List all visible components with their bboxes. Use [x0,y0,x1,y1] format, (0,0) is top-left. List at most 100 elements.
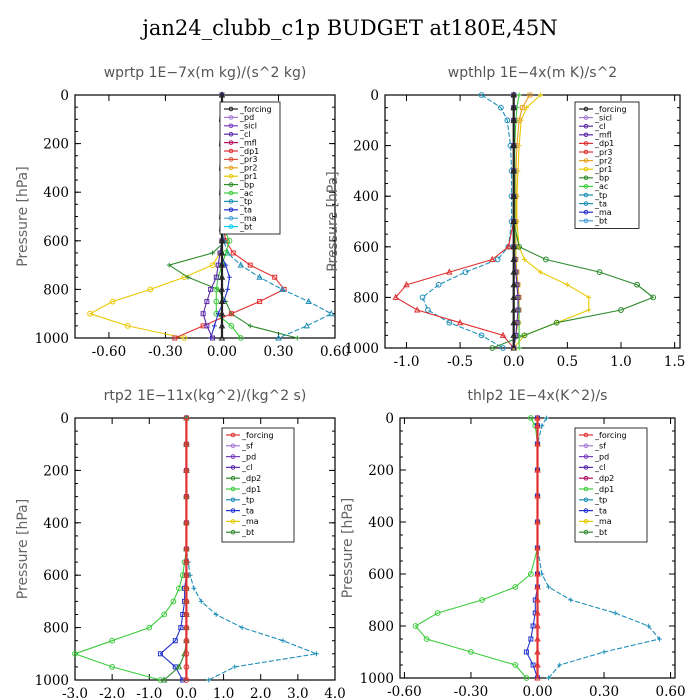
panel-title: rtp2 1E−11x(kg^2)/(kg^2 s) [104,388,307,404]
legend-label: _pr3 [239,155,257,164]
legend-label: _ma [239,214,257,223]
y-tick-label: 600 [43,568,69,584]
data-point [528,636,534,642]
legend-label: _pd [239,113,254,122]
data-point [534,622,541,629]
y-tick-label: 400 [353,189,379,205]
legend-label: _sicl [594,113,612,122]
data-point [564,282,570,288]
data-point [183,611,190,618]
data-point [435,281,442,288]
series-line [513,94,531,349]
data-point [218,249,226,256]
data-point [489,255,496,262]
legend-marker [583,454,589,459]
data-point [183,585,190,592]
data-point [534,544,541,551]
data-point [510,281,517,288]
data-point [191,585,197,591]
data-point [534,414,541,421]
data-point [218,322,226,329]
y-tick-label: 800 [353,290,379,306]
data-point [505,243,512,250]
legend-label: _tp [594,191,607,200]
x-tick-label: 0.00 [207,344,237,360]
data-point [314,651,319,657]
data-point [218,273,226,280]
data-point [534,661,541,668]
data-point [650,294,657,301]
data-point [305,297,312,305]
legend-marker [583,475,589,481]
data-point [124,322,131,329]
panel-title: wprtp 1E−7x(m kg)/(s^2 kg) [104,65,307,81]
data-point [557,662,563,668]
y-tick-label: 200 [353,139,379,155]
data-point [226,237,233,244]
legend-marker [230,508,236,513]
data-point [510,192,517,199]
data-point [534,466,541,473]
figure-title: jan24_clubb_c1p BUDGET at180E,45N [142,16,558,40]
series-forcing [510,91,517,351]
y-tick-label: 1000 [35,673,69,689]
data-point [183,650,190,657]
chart-panel-thlp2: thlp2 1E−4x(K^2)/s Pressure [hPa] 0 200 400 6… [340,388,686,700]
y-tick-label: 600 [368,567,394,583]
data-point [504,117,511,124]
series-forcing [534,414,541,681]
legend-label: _mfl [594,131,612,140]
x-tick-label: 0.30 [589,684,619,700]
data-point [568,597,574,603]
data-point [180,677,186,683]
legend-label: _forcing [241,431,274,440]
data-point [272,274,278,280]
legend-label: _pr2 [594,156,612,165]
legend-label: _pr3 [594,148,612,157]
data-point [185,274,191,280]
legend-marker [583,432,589,438]
data-point [510,91,517,98]
data-point [534,674,541,681]
data-point [510,217,517,224]
data-point [510,103,517,111]
x-tick-label: -0.30 [454,684,489,700]
x-tick-label: 1.5 [664,354,685,370]
y-tick-label: 800 [368,619,394,635]
legend-marker [228,165,234,171]
data-point [425,307,431,313]
data-point [510,344,517,351]
x-tick-label: 0.5 [557,354,578,370]
data-point [534,609,541,616]
data-point [553,319,560,326]
legend-marker [230,486,236,492]
data-point [157,651,163,657]
legend-marker [583,529,589,535]
data-point [176,585,182,592]
y-tick-label: 200 [43,137,69,153]
data-point [534,492,541,499]
x-tick-label: -0.30 [148,344,183,360]
y-tick-label: 200 [43,463,69,479]
data-point [183,664,190,670]
data-point [634,281,640,288]
data-point [218,91,226,98]
y-tick-label: 1000 [35,331,69,347]
legend-marker [228,173,234,179]
data-point [183,572,190,579]
data-point [524,105,529,111]
data-point [183,493,190,500]
data-point [530,623,536,629]
legend-marker [228,148,234,154]
data-point [257,299,263,305]
legend-label: _bt [241,528,254,537]
legend-label: _dp1 [594,139,614,148]
data-point [510,167,517,174]
data-point [519,105,525,111]
legend-marker [228,224,234,229]
data-point [539,571,545,577]
legend-marker [583,218,589,224]
legend-marker [583,175,589,181]
data-point [546,675,551,681]
data-point [512,584,519,590]
